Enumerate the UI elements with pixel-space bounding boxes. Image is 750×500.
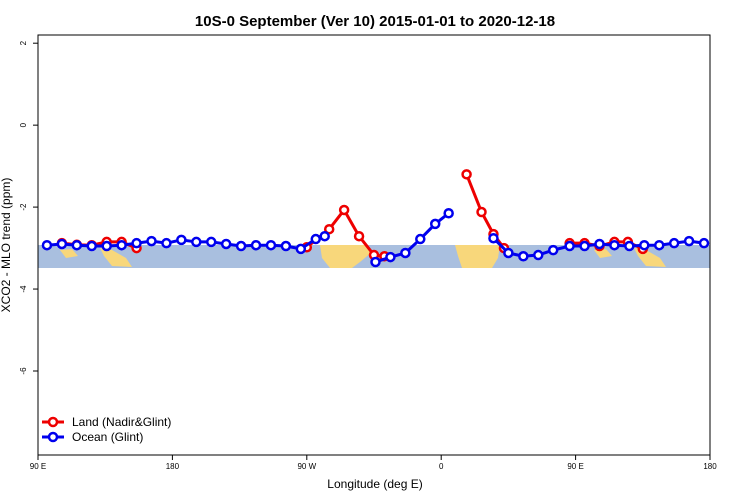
legend-marker	[47, 431, 59, 443]
y-tick-label: -4	[19, 285, 28, 293]
data-point	[319, 230, 330, 242]
data-point	[488, 232, 499, 244]
data-point	[533, 249, 544, 261]
data-point	[503, 247, 514, 259]
data-point	[609, 239, 620, 251]
data-point	[101, 240, 112, 252]
y-tick-label: 0	[19, 122, 28, 127]
x-tick-label: 180	[166, 462, 180, 471]
legend-marker	[47, 416, 59, 428]
x-tick-label: 180	[703, 462, 717, 471]
x-tick-label: 90 W	[297, 462, 316, 471]
data-point	[280, 240, 292, 252]
x-tick-label: 90 E	[30, 462, 46, 471]
data-point	[220, 238, 232, 250]
data-point	[310, 233, 322, 245]
data-point	[639, 239, 650, 251]
data-point	[594, 238, 605, 250]
data-point	[250, 239, 262, 251]
data-point	[338, 204, 350, 216]
data-point	[41, 239, 53, 251]
data-point	[131, 237, 142, 249]
data-point	[235, 240, 247, 252]
data-point	[205, 236, 217, 248]
data-point	[323, 223, 335, 235]
data-point	[56, 238, 68, 250]
data-point	[176, 234, 187, 246]
data-point	[429, 218, 441, 230]
data-point	[476, 206, 487, 218]
data-point	[295, 243, 307, 255]
data-point	[461, 169, 472, 180]
data-point	[400, 247, 411, 259]
data-point	[624, 240, 635, 252]
plot-frame	[37, 34, 711, 456]
chart-title: 10S-0 September (Ver 10) 2015-01-01 to 2…	[195, 13, 555, 30]
data-point	[698, 237, 710, 249]
data-point	[668, 237, 680, 249]
data-point	[653, 239, 665, 251]
data-point	[443, 207, 454, 219]
data-point	[579, 240, 590, 252]
x-axis-label: Longitude (deg E)	[327, 477, 422, 491]
legend-label: Land (Nadir&Glint)	[72, 415, 171, 429]
data-point	[385, 251, 396, 263]
legend-label: Ocean (Glint)	[72, 430, 143, 444]
data-point	[370, 256, 381, 268]
data-point	[683, 235, 695, 247]
data-point	[191, 236, 202, 248]
data-point	[564, 240, 575, 252]
data-point	[353, 230, 365, 242]
y-axis-label: XCO2 - MLO trend (ppm)	[0, 178, 13, 313]
data-point	[116, 239, 127, 251]
series-line	[465, 173, 506, 249]
data-point	[71, 239, 83, 251]
y-tick-label: -6	[19, 367, 28, 375]
data-point	[86, 240, 98, 252]
data-point	[265, 239, 277, 251]
data-point	[547, 244, 559, 256]
x-tick-label: 0	[439, 462, 444, 471]
data-point	[518, 251, 529, 262]
y-tick-label: 2	[19, 40, 28, 45]
data-point	[415, 233, 426, 245]
y-tick-label: -2	[19, 203, 28, 211]
data-point	[146, 235, 157, 247]
x-tick-label: 90 E	[567, 462, 583, 471]
data-point	[161, 237, 172, 249]
